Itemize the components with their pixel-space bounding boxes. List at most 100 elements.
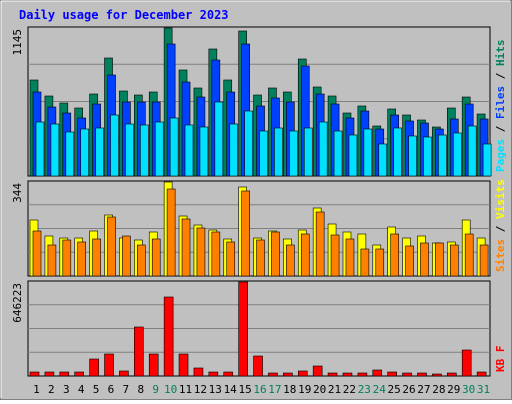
legend-separator: / <box>494 66 507 86</box>
x-tick-label: 19 <box>298 383 311 396</box>
bar-kb-f-day-17 <box>268 372 278 377</box>
legend-pages: Pages <box>494 139 507 172</box>
bar-kb-f-day-11 <box>178 353 189 377</box>
bar-sites-day-1 <box>32 230 42 277</box>
bar-kb-f-day-28 <box>432 373 442 377</box>
x-tick-label: 5 <box>93 383 100 396</box>
bar-sites-day-20 <box>315 211 325 277</box>
bar-kb-f-day-16 <box>253 355 263 377</box>
bar-kb-f-day-12 <box>193 367 204 377</box>
bar-sites-day-16 <box>256 239 265 277</box>
bar-sites-day-22 <box>345 238 355 277</box>
bar-sites-day-17 <box>271 231 280 277</box>
x-tick-label: 23 <box>358 383 371 396</box>
bar-kb-f-day-7 <box>119 370 129 377</box>
bar-pages-day-10 <box>169 117 179 177</box>
bar-pages-day-9 <box>154 121 164 177</box>
side-legend: Sites / Visits <box>494 179 507 272</box>
bar-pages-day-8 <box>140 124 149 177</box>
bar-pages-day-2 <box>50 123 60 177</box>
x-tick-label: 27 <box>417 383 430 396</box>
bar-kb-f-day-19 <box>297 370 308 377</box>
bar-pages-day-17 <box>274 127 283 177</box>
bar-kb-f-day-13 <box>208 371 219 377</box>
legend-hits: Hits <box>494 40 507 67</box>
bar-sites-day-28 <box>435 242 444 277</box>
bar-sites-day-11 <box>181 218 191 277</box>
bar-sites-day-4 <box>77 241 87 277</box>
x-tick-label: 4 <box>78 383 85 396</box>
x-tick-label: 13 <box>209 383 222 396</box>
legend-separator: / <box>494 119 507 139</box>
bar-kb-f-day-1 <box>29 371 40 377</box>
bar-pages-day-13 <box>214 101 224 177</box>
bar-pages-day-12 <box>199 126 209 177</box>
bar-kb-f-day-10 <box>163 296 174 377</box>
bar-pages-day-22 <box>348 134 358 177</box>
bar-kb-f-day-6 <box>104 353 114 377</box>
bar-kb-f-day-24 <box>372 369 383 377</box>
bar-kb-f-day-4 <box>74 371 85 377</box>
bar-pages-day-5 <box>95 127 104 177</box>
x-tick-label: 11 <box>179 383 192 396</box>
panel-kbytes: 646223 KB F <box>11 280 507 377</box>
x-tick-label: 24 <box>373 383 387 396</box>
bar-pages-day-3 <box>65 131 75 177</box>
legend-files: Files <box>494 86 507 119</box>
panel-requests: 1145 Pages / Files / Hits <box>11 26 507 177</box>
bar-pages-day-11 <box>184 124 194 177</box>
x-tick-label: 18 <box>283 383 296 396</box>
y-max-label: 1145 <box>11 29 24 56</box>
bar-kb-f-day-9 <box>148 353 159 377</box>
bar-pages-day-19 <box>303 127 313 177</box>
side-legend: Pages / Files / Hits <box>494 40 507 173</box>
bar-kb-f-day-21 <box>327 372 338 377</box>
bar-pages-day-7 <box>125 123 134 177</box>
bar-pages-day-21 <box>333 130 343 177</box>
bar-kb-f-day-25 <box>387 371 397 377</box>
chart-title: Daily usage for December 2023 <box>19 8 229 22</box>
bar-sites-day-21 <box>330 234 340 277</box>
x-tick-label: 10 <box>164 383 177 396</box>
bar-kb-f-day-14 <box>223 371 234 377</box>
bar-sites-day-29 <box>449 244 459 277</box>
bar-sites-day-15 <box>241 190 250 277</box>
bar-kb-f-day-3 <box>59 371 70 377</box>
x-tick-label: 6 <box>108 383 115 396</box>
bar-pages-day-26 <box>408 135 417 177</box>
bar-pages-day-24 <box>378 143 388 177</box>
bar-sites-day-9 <box>151 238 161 277</box>
y-max-label: 646223 <box>11 283 24 323</box>
bar-sites-day-10 <box>166 188 176 277</box>
bar-sites-day-2 <box>47 244 57 277</box>
bar-pages-day-30 <box>467 125 477 177</box>
bar-kb-f-day-27 <box>417 372 427 377</box>
bar-sites-day-31 <box>479 244 489 277</box>
bar-pages-day-1 <box>35 121 45 177</box>
x-tick-label: 9 <box>152 383 159 396</box>
x-tick-label: 30 <box>462 383 475 396</box>
bar-sites-day-18 <box>286 244 295 277</box>
bar-sites-day-7 <box>122 235 131 277</box>
bar-pages-day-15 <box>244 110 253 177</box>
bar-pages-day-23 <box>363 128 373 177</box>
bar-kb-f-day-5 <box>89 358 99 377</box>
bar-pages-day-20 <box>318 121 328 177</box>
x-tick-label: 29 <box>447 383 460 396</box>
x-tick-label: 3 <box>63 383 70 396</box>
bar-pages-day-4 <box>80 128 90 177</box>
x-axis-labels: 1 2 3 4 5 6 7 8 9 10 11 12 13 14 15 16 17 18 19 20 21 22 23 24 2… <box>33 383 490 396</box>
bar-kb-f-day-29 <box>446 372 457 377</box>
bar-pages-day-28 <box>438 134 447 177</box>
x-tick-label: 7 <box>123 383 130 396</box>
bar-pages-day-31 <box>482 143 492 177</box>
x-tick-label: 26 <box>402 383 415 396</box>
bar-sites-day-5 <box>92 238 101 277</box>
bar-sites-day-25 <box>390 233 399 277</box>
panel-visitors: 344 Sites / Visits <box>11 179 507 277</box>
bar-kb-f-day-18 <box>283 372 293 377</box>
bar-kb-f-day-8 <box>134 326 144 377</box>
side-legend: KB F <box>494 346 507 373</box>
bar-sites-day-27 <box>420 242 429 277</box>
